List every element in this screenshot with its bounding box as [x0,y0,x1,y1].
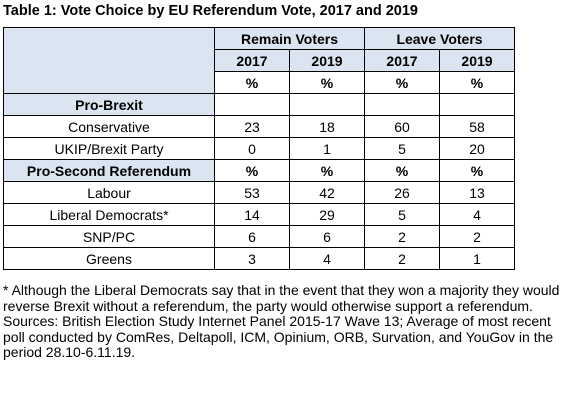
section-unit [214,93,290,116]
value-cell: 6 [289,225,365,248]
footnote: * Although the Liberal Democrats say tha… [3,282,560,314]
group-header: Leave Voters [364,27,515,50]
table-row: Greens 3 4 2 1 [3,247,515,270]
table-row: Labour 53 42 26 13 [3,181,515,204]
value-cell: 6 [214,225,290,248]
value-cell: 26 [364,181,440,204]
value-cell: 1 [439,247,515,270]
year-header: 2019 [439,49,515,72]
value-cell: 42 [289,181,365,204]
section-unit: % [289,159,365,182]
unit-header: % [364,71,440,94]
value-cell: 1 [289,137,365,160]
table-row: Remain Voters Leave Voters [3,27,515,94]
table-row: Conservative 23 18 60 58 [3,115,515,138]
table: Remain Voters Leave Voters 2017 2019 2017 201… [3,27,515,270]
value-cell: 0 [214,137,290,160]
row-label: Liberal Democrats* [3,203,215,226]
row-label: SNP/PC [3,225,215,248]
corner-cell [3,27,215,94]
year-header: 2017 [364,49,440,72]
value-cell: 2 [439,225,515,248]
value-cell: 53 [214,181,290,204]
row-label: Conservative [3,115,215,138]
value-cell: 14 [214,203,290,226]
section-unit [439,93,515,116]
year-header: 2019 [289,49,365,72]
value-cell: 2 [364,247,440,270]
row-label: Labour [3,181,215,204]
section-unit: % [364,159,440,182]
value-cell: 5 [364,203,440,226]
section-unit [289,93,365,116]
section-label: Pro-Brexit [3,93,215,116]
group-header: Remain Voters [214,27,365,50]
notes: * Although the Liberal Democrats say tha… [3,282,563,361]
row-label: Greens [3,247,215,270]
value-cell: 20 [439,137,515,160]
table-row: Liberal Democrats* 14 29 5 4 [3,203,515,226]
value-cell: 60 [364,115,440,138]
table-row: UKIP/Brexit Party 0 1 5 20 [3,137,515,160]
table-row: SNP/PC 6 6 2 2 [3,225,515,248]
section-unit: % [214,159,290,182]
section-unit [364,93,440,116]
unit-header: % [439,71,515,94]
row-label: UKIP/Brexit Party [3,137,215,160]
value-cell: 23 [214,115,290,138]
value-cell: 4 [439,203,515,226]
value-cell: 3 [214,247,290,270]
sources: Sources: British Election Study Internet… [3,313,554,360]
table-row: %%%% [4,71,515,94]
value-cell: 58 [439,115,515,138]
year-header: 2017 [214,49,290,72]
section-label: Pro-Second Referendum [3,159,215,182]
section-unit: % [439,159,515,182]
unit-header: % [289,71,365,94]
table-row: 2017 2019 2017 2019 [4,49,515,72]
table-title: Table 1: Vote Choice by EU Referendum Vo… [3,3,418,19]
value-cell: 18 [289,115,365,138]
value-cell: 5 [364,137,440,160]
value-cell: 4 [289,247,365,270]
value-cell: 2 [364,225,440,248]
value-cell: 29 [289,203,365,226]
value-cell: 13 [439,181,515,204]
unit-header: % [214,71,290,94]
table-row: Pro-Second Referendum%%%% [3,159,515,182]
table-row: Pro-Brexit [3,93,515,116]
